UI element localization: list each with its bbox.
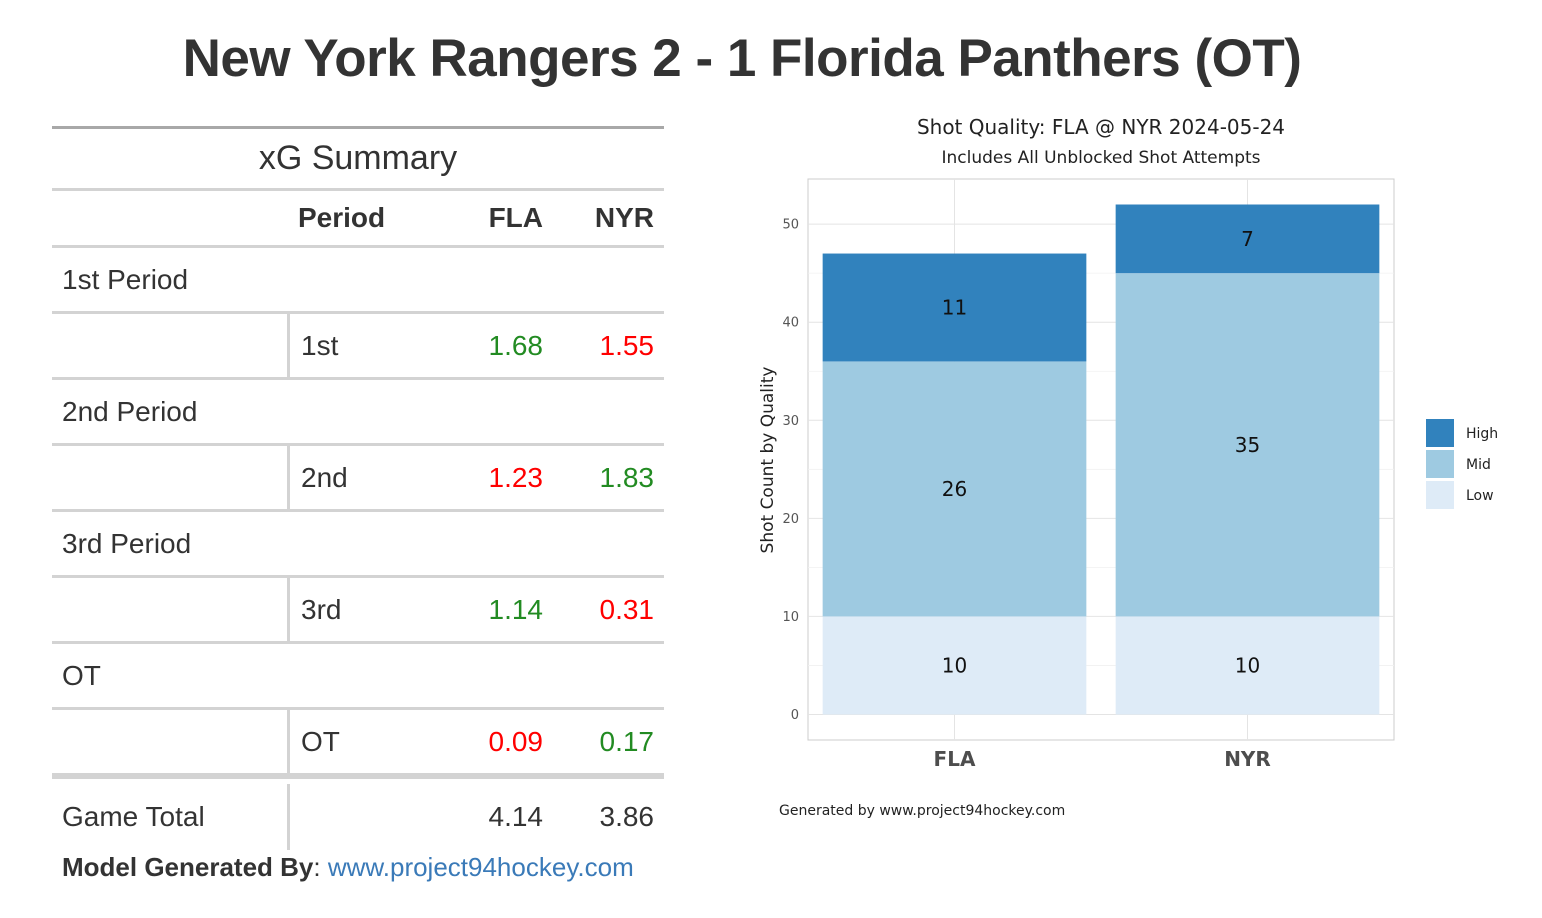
group-label: 3rd Period — [62, 527, 192, 559]
legend-label: High — [1466, 426, 1498, 442]
table-caption: xG Summary — [52, 129, 664, 191]
legend-swatch — [1426, 450, 1454, 478]
header-fla: FLA — [488, 202, 543, 233]
x-tick-label: NYR — [1224, 747, 1271, 771]
group-label: 1st Period — [62, 263, 189, 295]
data-label: 10 — [942, 653, 967, 677]
chart-caption: Generated by www.project94hockey.com — [779, 803, 1065, 819]
period-cell: 1st — [287, 314, 451, 377]
nyr-xg-cell: 0.17 — [599, 725, 655, 757]
group-row: 3rd Period — [52, 512, 664, 578]
group-row: OT — [52, 644, 664, 710]
fla-xg-cell: 1.14 — [488, 593, 544, 625]
group-row: 2nd Period — [52, 380, 664, 446]
bar-segment — [1115, 273, 1380, 617]
fla-xg-cell: 0.09 — [488, 725, 544, 757]
footnote-label: Model Generated By — [62, 852, 314, 882]
period-cell: 3rd — [287, 578, 451, 641]
bar-segment — [822, 616, 1087, 715]
shot-quality-chart: Shot Quality: FLA @ NYR 2024-05-24 Inclu… — [740, 100, 1540, 840]
fla-xg-cell: 1.68 — [488, 329, 544, 361]
group-label: 2nd Period — [62, 395, 198, 427]
total-period-cell — [287, 784, 451, 850]
period-cell: OT — [287, 710, 451, 773]
y-tick-label: 40 — [782, 316, 799, 331]
y-tick-label: 30 — [782, 414, 799, 429]
total-separator — [52, 776, 664, 784]
legend-label: Low — [1466, 488, 1494, 504]
data-label: 26 — [942, 477, 967, 501]
total-label: Game Total — [62, 801, 205, 832]
y-tick-label: 10 — [782, 610, 799, 625]
total-row: Game Total 4.14 3.86 — [52, 784, 664, 850]
y-tick-label: 50 — [782, 218, 799, 233]
table-row: 3rd 1.14 0.31 — [52, 578, 664, 644]
footnote-separator: : — [313, 852, 328, 882]
bar-segment — [1115, 616, 1380, 715]
table-top-rule — [52, 126, 664, 129]
table-row: 1st 1.68 1.55 — [52, 314, 664, 380]
legend: High Mid Low — [1426, 419, 1498, 509]
legend-swatch — [1426, 481, 1454, 509]
fla-xg-cell: 1.23 — [488, 461, 544, 493]
header-period: Period — [298, 202, 386, 233]
y-tick-label: 20 — [782, 512, 799, 527]
bar-segment — [822, 253, 1087, 362]
data-label: 35 — [1235, 433, 1260, 457]
xg-summary-table: xG Summary Period FLA NYR 1st Period 1st… — [52, 126, 664, 850]
page-title: New York Rangers 2 - 1 Florida Panthers … — [182, 29, 1302, 88]
footnote-link[interactable]: www.project94hockey.com — [327, 852, 634, 882]
nyr-total-cell: 3.86 — [599, 801, 655, 832]
nyr-xg-cell: 1.83 — [599, 461, 655, 493]
chart-title: Shot Quality: FLA @ NYR 2024-05-24 — [917, 115, 1285, 139]
header-nyr: NYR — [594, 202, 654, 233]
table-row: OT 0.09 0.17 — [52, 710, 664, 776]
legend-swatch — [1426, 419, 1454, 447]
chart-svg: Shot Quality: FLA @ NYR 2024-05-24 Inclu… — [758, 115, 1498, 819]
bar-segment — [1115, 204, 1380, 274]
data-label: 11 — [942, 295, 967, 319]
nyr-xg-cell: 0.31 — [599, 593, 655, 625]
nyr-xg-cell: 1.55 — [599, 329, 655, 361]
x-tick-label: FLA — [934, 747, 976, 771]
group-label: OT — [62, 659, 101, 691]
tick-layer: 0 10 20 30 40 50 FLA NYR — [782, 218, 1270, 771]
chart-subtitle: Includes All Unblocked Shot Attempts — [941, 148, 1260, 168]
model-footnote: Model Generated By: www.project94hockey.… — [62, 852, 634, 883]
group-row: 1st Period — [52, 248, 664, 314]
bar-segment — [822, 361, 1087, 617]
bar-layer: 10 26 11 10 35 7 — [822, 204, 1380, 715]
y-axis-label: Shot Count by Quality — [758, 367, 778, 554]
period-cell: 2nd — [287, 446, 451, 509]
table-row: 2nd 1.23 1.83 — [52, 446, 664, 512]
table-header-row: Period FLA NYR — [52, 191, 664, 248]
y-tick-label: 0 — [791, 708, 799, 723]
data-label: 10 — [1235, 653, 1260, 677]
data-label: 7 — [1241, 227, 1254, 251]
legend-label: Mid — [1466, 457, 1491, 473]
fla-total-cell: 4.14 — [488, 801, 544, 832]
